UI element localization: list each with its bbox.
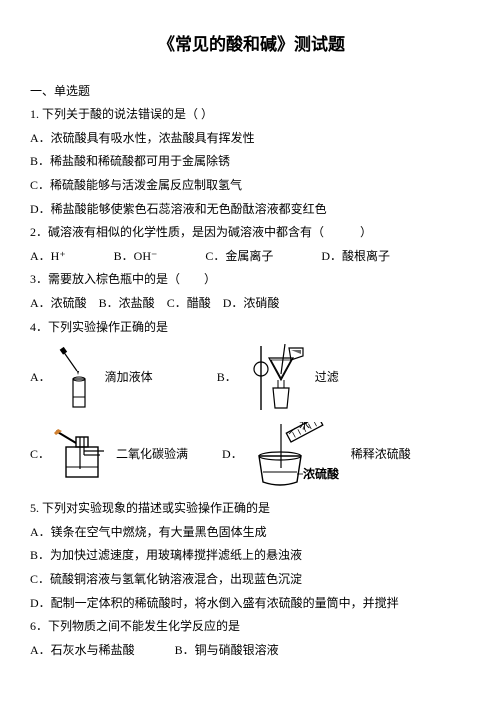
- q4-fig-c: [54, 429, 112, 481]
- q2-opt-c: C．金属离子: [205, 246, 273, 268]
- q2-options: A．H⁺ B．OH⁻ C．金属离子 D．酸根离子: [30, 246, 473, 268]
- filter-icon: [241, 344, 311, 412]
- q6-options: A．石灰水与稀盐酸 B．铜与硝酸银溶液: [30, 640, 473, 662]
- page-title: 《常见的酸和碱》测试题: [30, 30, 473, 61]
- section-heading: 一、单选题: [30, 81, 473, 103]
- q4-fig-d: 水 浓硫酸: [247, 422, 347, 488]
- acid-label: 浓硫酸: [303, 466, 340, 481]
- q4-a-label: A．: [30, 367, 51, 389]
- q1-stem: 1. 下列关于酸的说法错误的是（ ）: [30, 104, 473, 126]
- q6-opt-b: B．铜与硝酸银溶液: [175, 640, 279, 662]
- q6-opt-a: A．石灰水与稀盐酸: [30, 640, 135, 662]
- q3-opt-d: D．浓硝酸: [223, 293, 280, 315]
- q4-a-text: 滴加液体: [105, 367, 153, 389]
- q2-opt-d: D．酸根离子: [321, 246, 390, 268]
- q1-opt-d: D．稀盐酸能够使紫色石蕊溶液和无色酚酞溶液都变红色: [30, 199, 473, 221]
- q4-fig-b: [241, 344, 311, 412]
- q4-c-label: C．: [30, 444, 50, 466]
- dilute-icon: 水 浓硫酸: [247, 422, 347, 488]
- q4-b-label: B．: [217, 367, 237, 389]
- q4-fig-a: [55, 345, 101, 411]
- q3-opt-b: B．浓盐酸: [99, 293, 155, 315]
- co2-bottle-icon: [54, 429, 112, 481]
- water-label: 水: [299, 422, 310, 431]
- q4-stem: 4．下列实验操作正确的是: [30, 317, 473, 339]
- q3-opt-a: A．浓硫酸: [30, 293, 87, 315]
- q2-stem: 2．碱溶液有相似的化学性质，是因为碱溶液中都含有（ ）: [30, 222, 473, 244]
- q5-opt-d: D．配制一定体积的稀硫酸时，将水倒入盛有浓硫酸的量筒中，并搅拌: [30, 593, 473, 615]
- q5-opt-a: A．镁条在空气中燃烧，有大量黑色固体生成: [30, 522, 473, 544]
- q4-b-text: 过滤: [315, 367, 339, 389]
- q1-opt-b: B．稀盐酸和稀硫酸都可用于金属除锈: [30, 151, 473, 173]
- q2-opt-a: A．H⁺: [30, 246, 66, 268]
- q5-stem: 5. 下列对实验现象的描述或实验操作正确的是: [30, 498, 473, 520]
- q3-options: A．浓硫酸 B．浓盐酸 C．醋酸 D．浓硝酸: [30, 293, 473, 315]
- q1-opt-a: A．浓硫酸具有吸水性，浓盐酸具有挥发性: [30, 128, 473, 150]
- q3-stem: 3．需要放入棕色瓶中的是（ ）: [30, 269, 473, 291]
- dropper-icon: [55, 345, 101, 411]
- q6-stem: 6．下列物质之间不能发生化学反应的是: [30, 616, 473, 638]
- q5-opt-b: B．为加快过滤速度，用玻璃棒搅拌滤纸上的悬浊液: [30, 545, 473, 567]
- q2-opt-b: B．OH⁻: [114, 246, 158, 268]
- q4-d-label: D．: [222, 444, 243, 466]
- q5-opt-c: C．硫酸铜溶液与氢氧化钠溶液混合，出现蓝色沉淀: [30, 569, 473, 591]
- q3-opt-c: C．醋酸: [167, 293, 211, 315]
- q4-d-text: 稀释浓硫酸: [351, 444, 411, 466]
- q4-row2: C． 二氧化碳验满 D． 水 浓硫: [30, 422, 473, 488]
- q4-c-text: 二氧化碳验满: [116, 444, 188, 466]
- q4-row1: A． 滴加液体 B． 过滤: [30, 344, 473, 412]
- q1-opt-c: C．稀硫酸能够与活泼金属反应制取氢气: [30, 175, 473, 197]
